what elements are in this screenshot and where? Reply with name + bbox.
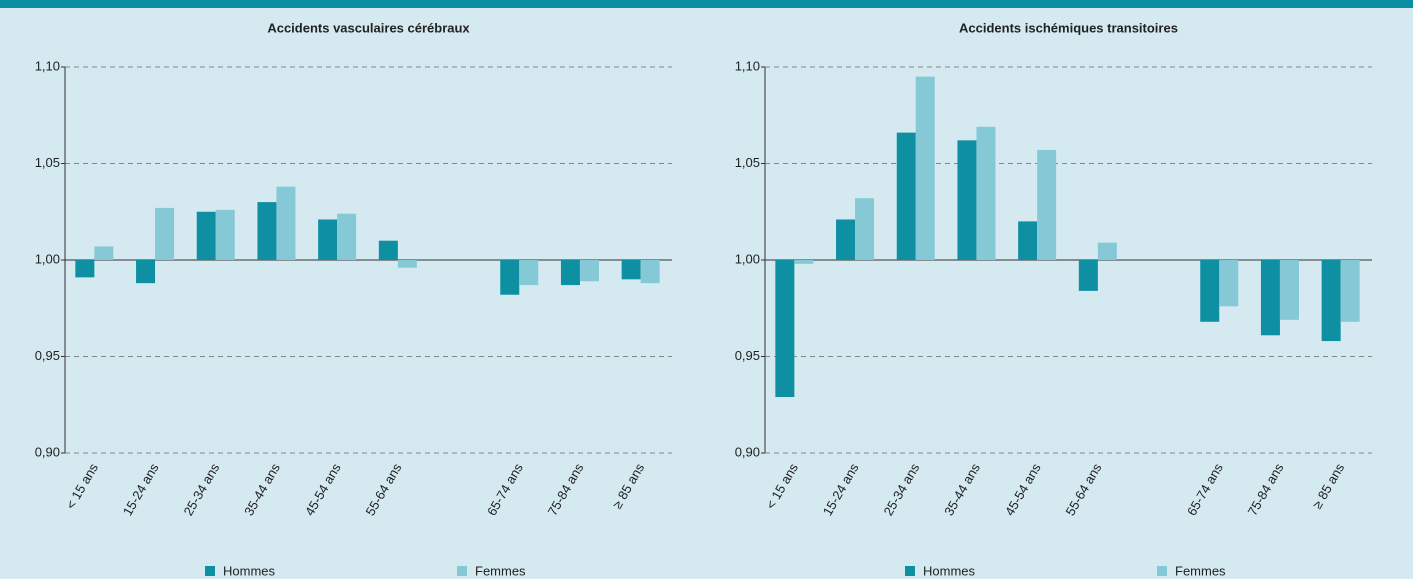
bar xyxy=(257,202,277,260)
bar xyxy=(560,260,580,286)
bar xyxy=(397,260,417,268)
bar xyxy=(378,240,398,260)
legend-label: Hommes xyxy=(223,563,276,578)
bar xyxy=(976,126,996,260)
y-tick-label: 1,00 xyxy=(735,251,760,266)
bar xyxy=(1037,149,1057,260)
bar xyxy=(957,140,977,260)
bar xyxy=(155,207,175,260)
bar xyxy=(1097,242,1117,260)
bar xyxy=(1260,260,1280,336)
bar xyxy=(196,211,216,260)
bar xyxy=(1321,260,1341,342)
legend-swatch xyxy=(905,566,915,576)
bar xyxy=(276,186,296,260)
header-band xyxy=(0,0,1413,8)
bar xyxy=(836,219,856,260)
y-tick-label: 1,00 xyxy=(35,251,60,266)
legend-swatch xyxy=(205,566,215,576)
bar xyxy=(579,260,599,282)
legend-swatch xyxy=(457,566,467,576)
y-tick-label: 1,10 xyxy=(735,58,760,73)
bar xyxy=(640,260,660,284)
chart-title: Accidents vasculaires cérébraux xyxy=(267,20,470,35)
y-tick-label: 0,95 xyxy=(735,348,760,363)
y-tick-label: 1,05 xyxy=(735,155,760,170)
legend-swatch xyxy=(1157,566,1167,576)
bar xyxy=(519,260,539,286)
bar xyxy=(855,198,875,260)
y-tick-label: 1,10 xyxy=(35,58,60,73)
y-tick-label: 0,90 xyxy=(35,444,60,459)
y-tick-label: 1,05 xyxy=(35,155,60,170)
bar xyxy=(94,246,114,260)
bar xyxy=(621,260,641,280)
bar xyxy=(915,76,935,261)
bar xyxy=(1200,260,1220,322)
bar xyxy=(1279,260,1299,320)
y-tick-label: 0,95 xyxy=(35,348,60,363)
y-tick-label: 0,90 xyxy=(735,444,760,459)
bar xyxy=(337,213,357,260)
chart-title: Accidents ischémiques transitoires xyxy=(959,20,1178,35)
bar xyxy=(1340,260,1360,322)
bar xyxy=(1018,221,1038,260)
bar xyxy=(1078,260,1098,291)
bar xyxy=(794,260,814,264)
bar xyxy=(318,219,338,260)
bar xyxy=(1219,260,1239,307)
bar xyxy=(136,260,156,284)
bar xyxy=(500,260,520,295)
bar xyxy=(75,260,95,278)
bar xyxy=(896,132,916,260)
legend-label: Femmes xyxy=(475,563,526,578)
legend-label: Hommes xyxy=(923,563,976,578)
bar xyxy=(775,260,795,398)
legend-label: Femmes xyxy=(1175,563,1226,578)
bar xyxy=(215,209,235,260)
